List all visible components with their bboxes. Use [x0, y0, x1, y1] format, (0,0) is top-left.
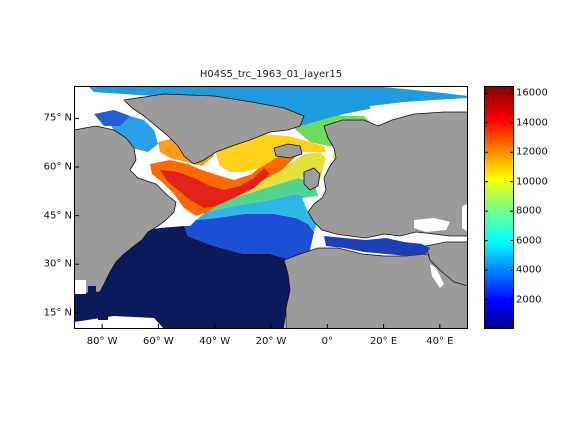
- lon-tick-label: 40° E: [426, 336, 454, 347]
- red-sea: [430, 264, 444, 288]
- high-concentration-core: [150, 146, 300, 216]
- greenland: [123, 93, 305, 165]
- gulf-ocean: [74, 298, 88, 310]
- colorbar-tick-label: 10000: [516, 176, 548, 188]
- lat-tick-label: 60° N: [43, 161, 72, 173]
- gulf-nodata: [74, 280, 86, 294]
- lon-tick-label: 0°: [321, 336, 333, 347]
- lat-tick-label: 45° N: [43, 210, 72, 222]
- land: [74, 93, 468, 329]
- colorbar-gradient: [484, 86, 514, 329]
- labrador-sea-cyan: [110, 116, 158, 152]
- colorbar: [484, 86, 514, 329]
- nodata-caribbean: [74, 316, 164, 329]
- mediterranean: [324, 236, 430, 256]
- yellow-north: [214, 134, 326, 172]
- caspian: [462, 204, 468, 232]
- colorbar-tick-label: 14000: [516, 117, 548, 129]
- colorbar-tick-label: 4000: [516, 264, 542, 276]
- british-isles: [303, 167, 321, 191]
- lat-tick-label: 30° N: [43, 258, 72, 270]
- lat-tick-label: 15° N: [43, 307, 72, 319]
- baffin-blue: [94, 110, 130, 126]
- iceland: [273, 143, 303, 159]
- lon-tick-label: 20° E: [369, 336, 398, 347]
- lon-tick-label: 20° W: [255, 336, 287, 347]
- arabia-levant: [425, 241, 468, 287]
- cyan-band: [196, 194, 320, 232]
- colorbar-tick-label: 8000: [516, 205, 542, 217]
- map-title: H04S5_trc_1963_01_layer15: [199, 69, 343, 80]
- lon-tick-label: 80° W: [86, 336, 118, 347]
- red-core: [160, 168, 270, 208]
- lon-tick-label: 40° W: [199, 336, 231, 347]
- colorbar-tick-label: 6000: [516, 235, 542, 247]
- lat-tick-label: 75° N: [43, 112, 72, 124]
- colorbar-ticks: [484, 92, 514, 301]
- europe: [307, 111, 468, 239]
- caribbean-ocean-b: [98, 312, 108, 320]
- colorbar-tick-label: 12000: [516, 146, 548, 158]
- longitude-ticks: [101, 324, 441, 329]
- caribbean-ocean-c: [114, 306, 128, 316]
- lon-tick-label: 60° W: [143, 336, 174, 347]
- colorbar-tick-label: 16000: [516, 87, 548, 99]
- subtropical-atlantic-low: [74, 226, 300, 329]
- blue-band: [184, 214, 314, 262]
- colorbar-tick-label: 2000: [516, 294, 542, 306]
- caribbean-ocean-a: [88, 286, 96, 294]
- black-sea: [414, 218, 450, 232]
- tracer-concentration-map: [74, 86, 468, 329]
- north-america: [74, 125, 177, 295]
- green-band: [206, 178, 320, 212]
- latitude-ticks: [74, 117, 79, 314]
